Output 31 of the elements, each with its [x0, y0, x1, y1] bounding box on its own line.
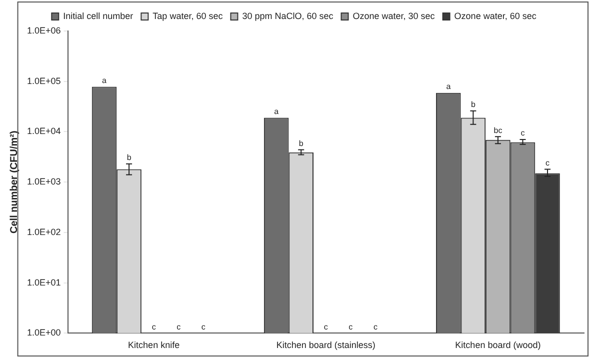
data-label: c [520, 128, 525, 138]
y-tick-label: 1.0E+02 [27, 226, 61, 237]
y-tick-label: 1.0E+04 [27, 126, 61, 136]
data-label: b [298, 138, 304, 148]
y-tick-label: 1.0E+06 [27, 25, 61, 36]
x-tick-label: Kitchen knife [128, 340, 180, 350]
data-label: a [274, 106, 280, 116]
data-label: a [446, 82, 452, 92]
text: c [176, 322, 181, 332]
x-tick-label: Kitchen board (stainless) [276, 340, 376, 350]
text: c [324, 322, 328, 332]
x-tick-label: Kitchen board (wood) [455, 340, 541, 350]
legend-label: Tap water, 60 sec [152, 10, 224, 21]
text: c [373, 322, 378, 332]
legend-label: Ozone water, 30 sec [352, 10, 436, 21]
y-tick-label: 1.0E+03 [27, 176, 61, 187]
y-tick-label: 1.0E+00 [27, 328, 61, 338]
data-label: b [470, 100, 476, 110]
legend-label: 30 ppm NaClO, 60 sec [242, 10, 334, 21]
text: c [348, 322, 353, 332]
y-tick-label: 1.0E+01 [27, 277, 61, 288]
y-tick-label: 1.0E+05 [27, 76, 61, 86]
data-label: a [102, 76, 108, 86]
y-axis-title: Cell number (CFU/m²) [8, 130, 20, 234]
data-label: c [546, 158, 550, 168]
text: c [201, 322, 206, 332]
legend-label: Ozone water, 60 sec [454, 10, 537, 21]
data-label: bc [494, 126, 502, 135]
text: c [152, 322, 156, 332]
legend-label: Initial cell number [63, 10, 134, 21]
data-label: b [126, 153, 132, 162]
